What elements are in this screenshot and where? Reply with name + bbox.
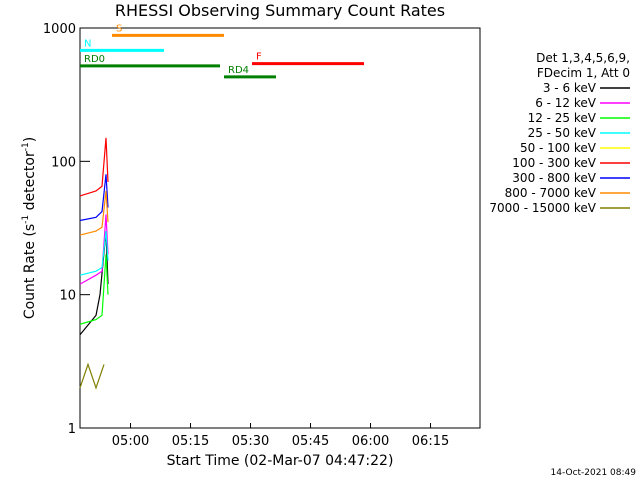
legend-label: 12 - 25 keV xyxy=(528,111,597,125)
flag-label: N xyxy=(84,38,91,49)
plot-frame xyxy=(79,27,481,429)
legend-label: 800 - 7000 keV xyxy=(505,186,597,200)
y-axis-ticks: 1 10 100 1000 xyxy=(43,22,90,437)
x-tick-label: 05:15 xyxy=(172,434,209,449)
y-axis-title-part1: Count Rate (s xyxy=(22,224,38,319)
y-tick-label: 1 xyxy=(68,422,76,437)
series-line xyxy=(79,214,109,285)
legend-header-line-2: FDecim 1, Att 0 xyxy=(537,66,630,80)
legend-label: 100 - 300 keV xyxy=(512,156,596,170)
x-tick-label: 05:30 xyxy=(232,434,269,449)
legend-label: 300 - 800 keV xyxy=(512,171,596,185)
legend-header-line-1: Det 1,3,4,5,6,9, xyxy=(536,51,630,65)
series-line xyxy=(79,137,109,197)
flag-label: RD4 xyxy=(228,65,249,76)
x-tick-label: 06:15 xyxy=(412,434,449,449)
y-axis-title-part3: ) xyxy=(22,137,38,142)
legend: Det 1,3,4,5,6,9, FDecim 1, Att 0 3 - 6 k… xyxy=(489,51,630,215)
segment-layer: S N F RD0 RD4 xyxy=(80,23,364,79)
x-tick-label: 06:00 xyxy=(352,434,389,449)
chart-title: RHESSI Observing Summary Count Rates xyxy=(115,1,445,20)
x-axis-ticks: 05:00 05:15 05:30 05:45 06:00 06:15 xyxy=(112,423,449,449)
series-layer xyxy=(79,137,109,390)
y-tick-label: 1000 xyxy=(43,22,76,37)
legend-label: 6 - 12 keV xyxy=(535,96,597,110)
y-tick-label: 100 xyxy=(51,155,76,170)
x-tick-label: 05:45 xyxy=(292,434,329,449)
y-tick-label: 10 xyxy=(59,289,76,304)
timestamp: 14-Oct-2021 08:49 xyxy=(551,468,637,478)
series-line xyxy=(79,230,109,276)
series-line xyxy=(79,174,109,222)
flag-label: S xyxy=(116,23,122,34)
legend-label: 7000 - 15000 keV xyxy=(489,201,596,215)
x-axis-title: Start Time (02-Mar-07 04:47:22) xyxy=(167,453,394,469)
flag-label: F xyxy=(256,52,262,63)
legend-label: 3 - 6 keV xyxy=(543,81,597,95)
legend-label: 50 - 100 keV xyxy=(520,141,597,155)
series-line xyxy=(79,254,109,325)
plot-area: S N F RD0 RD4 xyxy=(79,23,481,429)
y-axis-title: Count Rate (s-1 detector-1) xyxy=(21,137,38,319)
series-line xyxy=(79,190,109,236)
legend-label: 25 - 50 keV xyxy=(528,126,597,140)
y-axis-title-sup2: -1 xyxy=(21,142,31,151)
flag-label: RD0 xyxy=(84,54,105,65)
series-line xyxy=(79,362,105,390)
x-tick-label: 05:00 xyxy=(112,434,149,449)
y-axis-title-sup1: -1 xyxy=(21,215,31,224)
y-axis-title-part2: detector xyxy=(22,151,38,215)
